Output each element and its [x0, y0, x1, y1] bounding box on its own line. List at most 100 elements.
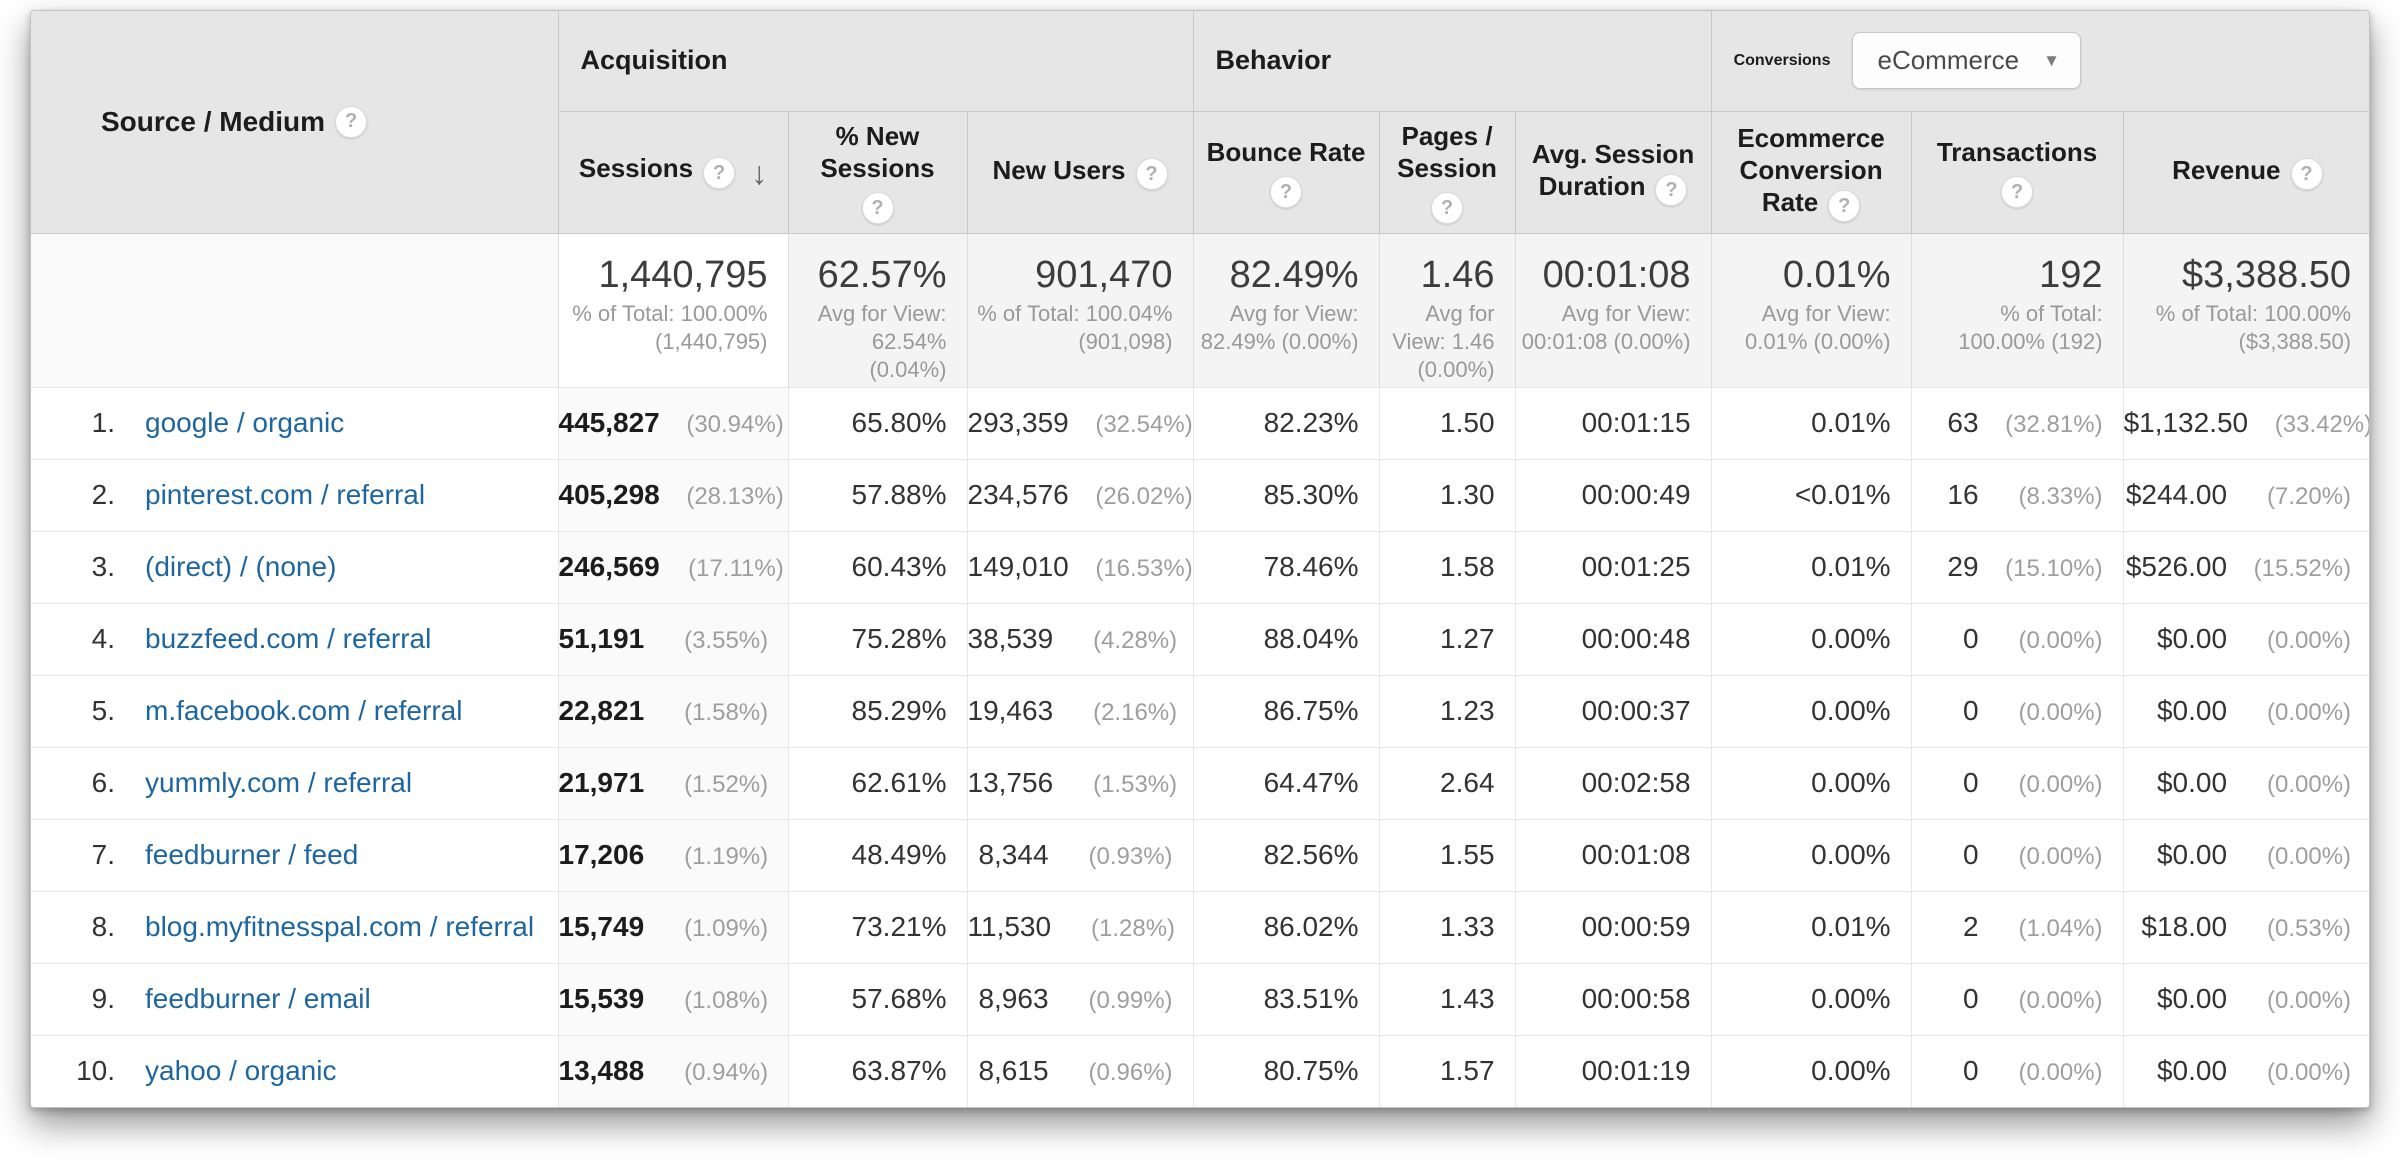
- help-icon[interactable]: ?: [1655, 174, 1688, 207]
- source-medium-cell: 7. feedburner / feed: [31, 818, 558, 891]
- avg-duration-cell: 00:01:19: [1514, 1034, 1712, 1107]
- table-row: 9. feedburner / email 15,539 (1.08%) 57.68…: [31, 962, 2369, 1035]
- column-header-new-sessions[interactable]: % New Sessions ?: [787, 110, 967, 233]
- group-acquisition-label: Acquisition: [580, 45, 728, 76]
- new-sessions-cell: 63.87%: [787, 1034, 967, 1107]
- bounce-rate-cell: 88.04%: [1192, 602, 1380, 675]
- column-header-bounce-rate[interactable]: Bounce Rate ?: [1192, 110, 1380, 233]
- help-icon[interactable]: ?: [2290, 158, 2323, 191]
- conv-rate-cell: 0.00%: [1710, 674, 1912, 747]
- transactions-cell: 0 (0.00%): [1910, 674, 2124, 747]
- new-sessions-cell: 60.43%: [787, 530, 967, 603]
- sessions-cell: 445,827 (30.94%): [557, 386, 788, 459]
- source-medium-link[interactable]: google / organic: [145, 407, 345, 438]
- help-icon[interactable]: ?: [703, 157, 736, 190]
- analytics-report-table: Source / Medium ? Acquisition Behavior C…: [30, 10, 2370, 1108]
- bounce-rate-cell: 86.02%: [1192, 890, 1380, 963]
- column-header-transactions[interactable]: Transactions ?: [1910, 110, 2124, 233]
- revenue-cell: $526.00 (15.52%): [2122, 530, 2369, 603]
- conv-rate-cell: 0.01%: [1710, 890, 1912, 963]
- group-conversions: Conversions eCommerce ▼: [1710, 11, 2369, 111]
- source-medium-link[interactable]: feedburner / email: [145, 983, 371, 1014]
- row-rank: 6.: [91, 767, 115, 798]
- new-users-percent: (1.53%): [1093, 771, 1178, 798]
- transactions-cell: 2 (1.04%): [1910, 890, 2124, 963]
- transactions-percent: (1.04%): [2018, 915, 2103, 942]
- pages-session-cell: 1.50: [1378, 386, 1516, 459]
- help-icon[interactable]: ?: [335, 105, 368, 138]
- bounce-rate-cell: 85.30%: [1192, 458, 1380, 531]
- column-header-pages-session[interactable]: Pages / Session ?: [1378, 110, 1516, 233]
- new-users-cell: 234,576 (26.02%): [966, 458, 1194, 531]
- revenue-percent: (0.00%): [2267, 843, 2352, 870]
- table-row: 5. m.facebook.com / referral 22,821 (1.58%…: [31, 674, 2369, 747]
- help-icon[interactable]: ?: [1431, 192, 1464, 224]
- new-users-cell: 38,539 (4.28%): [966, 602, 1194, 675]
- source-medium-link[interactable]: pinterest.com / referral: [145, 479, 426, 510]
- conv-rate-cell: <0.01%: [1710, 458, 1912, 531]
- sessions-cell: 51,191 (3.55%): [557, 602, 788, 675]
- bounce-rate-cell: 83.51%: [1192, 962, 1380, 1035]
- new-users-percent: (0.93%): [1088, 843, 1173, 870]
- help-icon[interactable]: ?: [2001, 176, 2034, 208]
- source-medium-cell: 4. buzzfeed.com / referral: [31, 602, 558, 675]
- column-header-sessions[interactable]: Sessions? ↓: [557, 110, 788, 233]
- new-users-cell: 8,963 (0.99%): [966, 962, 1194, 1035]
- help-icon[interactable]: ?: [1270, 176, 1303, 208]
- help-icon[interactable]: ?: [1135, 158, 1168, 191]
- column-header-revenue[interactable]: Revenue?: [2122, 110, 2369, 233]
- source-medium-link[interactable]: feedburner / feed: [145, 839, 359, 870]
- group-behavior-label: Behavior: [1215, 45, 1332, 76]
- row-rank: 9.: [91, 983, 115, 1014]
- avg-duration-cell: 00:00:58: [1514, 962, 1712, 1035]
- revenue-cell: $0.00 (0.00%): [2122, 602, 2369, 675]
- avg-duration-cell: 00:00:37: [1514, 674, 1712, 747]
- row-rank: 1.: [91, 407, 115, 438]
- transactions-cell: 63 (32.81%): [1910, 386, 2124, 459]
- source-medium-link[interactable]: yummly.com / referral: [145, 767, 413, 798]
- avg-duration-cell: 00:01:15: [1514, 386, 1712, 459]
- source-medium-cell: 10. yahoo / organic: [31, 1034, 558, 1107]
- column-header-ecommerce-conversion-rate[interactable]: Ecommerce Conversion Rate?: [1710, 110, 1912, 233]
- pages-session-cell: 1.33: [1378, 890, 1516, 963]
- totals-pages-session-cell: 1.46 Avg for View: 1.46 (0.00%): [1378, 233, 1516, 387]
- pages-session-cell: 1.30: [1378, 458, 1516, 531]
- new-users-cell: 293,359 (32.54%): [966, 386, 1194, 459]
- revenue-percent: (0.00%): [2267, 771, 2352, 798]
- pages-session-cell: 1.58: [1378, 530, 1516, 603]
- revenue-cell: $18.00 (0.53%): [2122, 890, 2369, 963]
- totals-avg-duration-cell: 00:01:08 Avg for View: 00:01:08 (0.00%): [1514, 233, 1712, 387]
- new-sessions-cell: 65.80%: [787, 386, 967, 459]
- sessions-cell: 17,206 (1.19%): [557, 818, 788, 891]
- source-medium-link[interactable]: buzzfeed.com / referral: [145, 623, 432, 654]
- revenue-cell: $0.00 (0.00%): [2122, 674, 2369, 747]
- conversions-goal-dropdown[interactable]: eCommerce ▼: [1852, 32, 2081, 90]
- new-users-percent: (32.54%): [1095, 411, 1193, 438]
- new-users-percent: (4.28%): [1093, 627, 1178, 654]
- source-medium-link[interactable]: yahoo / organic: [145, 1055, 337, 1087]
- transactions-cell: 0 (0.00%): [1910, 818, 2124, 891]
- sessions-percent: (1.19%): [684, 843, 769, 870]
- source-medium-link[interactable]: blog.myfitnesspal.com / referral: [145, 911, 535, 942]
- column-header-avg-session-duration[interactable]: Avg. Session Duration?: [1514, 110, 1712, 233]
- source-medium-link[interactable]: m.facebook.com / referral: [145, 695, 463, 726]
- dimension-header-cell: Source / Medium ?: [31, 11, 558, 233]
- source-medium-cell: 6. yummly.com / referral: [31, 746, 558, 819]
- new-sessions-cell: 48.49%: [787, 818, 967, 891]
- conv-rate-cell: 0.00%: [1710, 746, 1912, 819]
- sessions-cell: 246,569 (17.11%): [557, 530, 788, 603]
- bounce-rate-cell: 86.75%: [1192, 674, 1380, 747]
- totals-revenue-cell: $3,388.50 % of Total: 100.00% ($3,388.50…: [2122, 233, 2369, 387]
- conv-rate-cell: 0.00%: [1710, 962, 1912, 1035]
- help-icon[interactable]: ?: [1828, 190, 1861, 223]
- new-sessions-cell: 75.28%: [787, 602, 967, 675]
- dimension-header-label[interactable]: Source / Medium: [101, 105, 326, 137]
- sort-descending-icon[interactable]: ↓: [751, 154, 768, 191]
- help-icon[interactable]: ?: [861, 192, 894, 224]
- column-header-new-users[interactable]: New Users?: [966, 110, 1194, 233]
- new-users-cell: 19,463 (2.16%): [966, 674, 1194, 747]
- avg-duration-cell: 00:00:48: [1514, 602, 1712, 675]
- bounce-rate-cell: 78.46%: [1192, 530, 1380, 603]
- source-medium-cell: 3. (direct) / (none): [31, 530, 558, 603]
- source-medium-link[interactable]: (direct) / (none): [145, 551, 337, 582]
